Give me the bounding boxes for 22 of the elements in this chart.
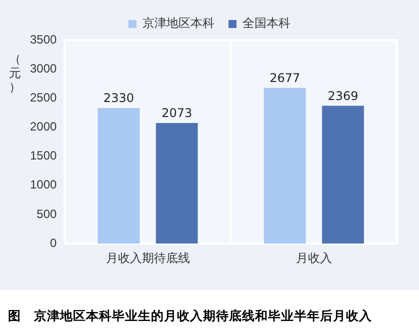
legend-label: 全国本科 xyxy=(242,16,290,30)
x-tick-label: 月收入期待底线 xyxy=(106,251,190,266)
data-label: 2330 xyxy=(103,91,134,106)
y-tick-label: 1500 xyxy=(30,148,58,163)
data-label: 2369 xyxy=(328,88,358,103)
bar xyxy=(156,123,198,244)
y-tick-label: 3000 xyxy=(30,61,58,76)
data-label: 2073 xyxy=(162,106,192,120)
y-tick-label: 1000 xyxy=(30,178,58,192)
text: 图 京津地区本科毕业生的月收入期待底线和毕业半年后月收入 xyxy=(8,308,372,325)
x-tick-label: 月收入 xyxy=(296,251,332,266)
bar xyxy=(322,106,364,244)
y-tick-label: 0 xyxy=(50,236,58,250)
y-tick-label: 2000 xyxy=(30,120,58,134)
bar xyxy=(264,88,306,244)
y-tick-label: 3500 xyxy=(30,32,58,46)
bar xyxy=(98,108,140,244)
y-tick-label: 500 xyxy=(36,206,58,221)
data-label: 2677 xyxy=(270,71,300,85)
legend-label: 京津地区本科 xyxy=(142,16,214,30)
y-axis-title: （元） xyxy=(8,52,22,94)
y-tick-label: 2500 xyxy=(30,90,58,104)
